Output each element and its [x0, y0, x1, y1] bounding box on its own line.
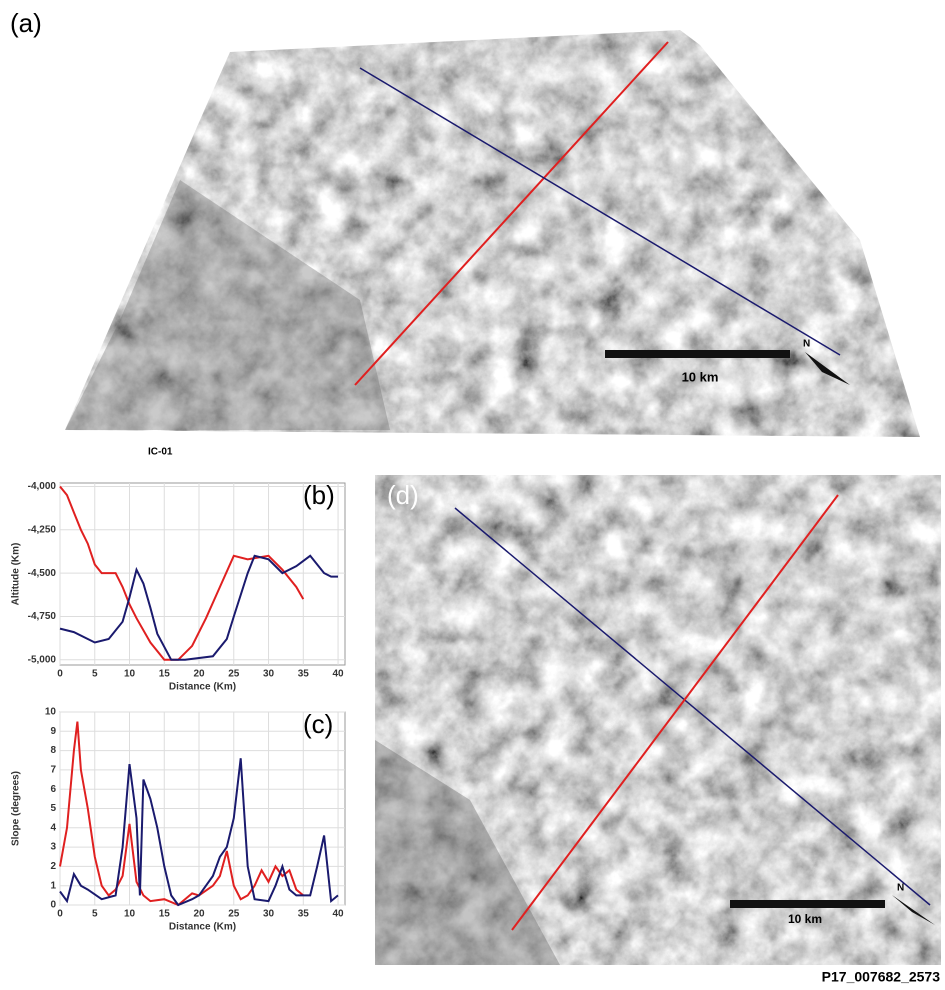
y-tick-label: 9 [50, 726, 56, 737]
x-tick-label: 20 [193, 669, 205, 680]
caption: IC-01 [148, 447, 173, 458]
x-tick-label: 35 [298, 669, 310, 680]
panel-label: (a) [10, 8, 42, 38]
y-tick-label: 4 [50, 822, 56, 833]
panel-label: (b) [303, 480, 335, 510]
y-tick-label: 0 [50, 900, 56, 911]
x-tick-label: 20 [193, 909, 205, 920]
x-tick-label: 30 [263, 669, 275, 680]
y-tick-label: 10 [45, 707, 57, 718]
x-tick-label: 35 [298, 909, 310, 920]
y-axis-label: Altitude (Km) [11, 543, 22, 606]
scale-label: 10 km [788, 912, 822, 926]
north-label: N [803, 339, 810, 350]
terrain-3d [65, 30, 920, 437]
north-label: N [897, 883, 904, 894]
x-tick-label: 25 [228, 669, 240, 680]
y-tick-label: 3 [50, 842, 56, 853]
scale-label: 10 km [682, 369, 719, 384]
x-tick-label: 0 [57, 669, 63, 680]
north-arrow [892, 895, 935, 925]
x-tick-label: 40 [332, 909, 344, 920]
x-tick-label: 0 [57, 909, 63, 920]
x-tick-label: 10 [124, 909, 136, 920]
data-line [59, 554, 338, 661]
y-tick-label: -4,750 [28, 611, 57, 622]
x-tick-label: 40 [332, 669, 344, 680]
y-tick-label: 8 [50, 745, 56, 756]
panel-label: (d) [387, 480, 419, 510]
x-axis-label: Distance (Km) [169, 682, 236, 693]
y-tick-label: -4,250 [28, 524, 57, 535]
data-line [59, 758, 339, 907]
x-tick-label: 25 [228, 909, 240, 920]
image-id: P17_007682_2573 [822, 969, 941, 985]
terrain-map [375, 475, 941, 965]
x-tick-label: 30 [263, 909, 275, 920]
scale-bar [605, 350, 790, 358]
y-axis-label: Slope (degrees) [11, 771, 22, 846]
panel-label: (c) [303, 709, 333, 739]
y-tick-label: 6 [50, 784, 56, 795]
scale-bar [730, 900, 885, 908]
north-arrow [805, 352, 850, 385]
x-tick-label: 10 [124, 669, 136, 680]
x-tick-label: 5 [92, 669, 98, 680]
y-tick-label: -4,000 [28, 481, 57, 492]
y-tick-label: 5 [50, 803, 56, 814]
y-tick-label: -4,500 [28, 568, 57, 579]
y-tick-label: 2 [50, 861, 56, 872]
x-axis-label: Distance (Km) [169, 922, 236, 933]
y-tick-label: 7 [50, 765, 56, 776]
x-tick-label: 15 [159, 909, 171, 920]
x-tick-label: 5 [92, 909, 98, 920]
y-tick-label: -5,000 [28, 654, 57, 665]
y-tick-label: 1 [50, 880, 56, 891]
x-tick-label: 15 [159, 669, 171, 680]
